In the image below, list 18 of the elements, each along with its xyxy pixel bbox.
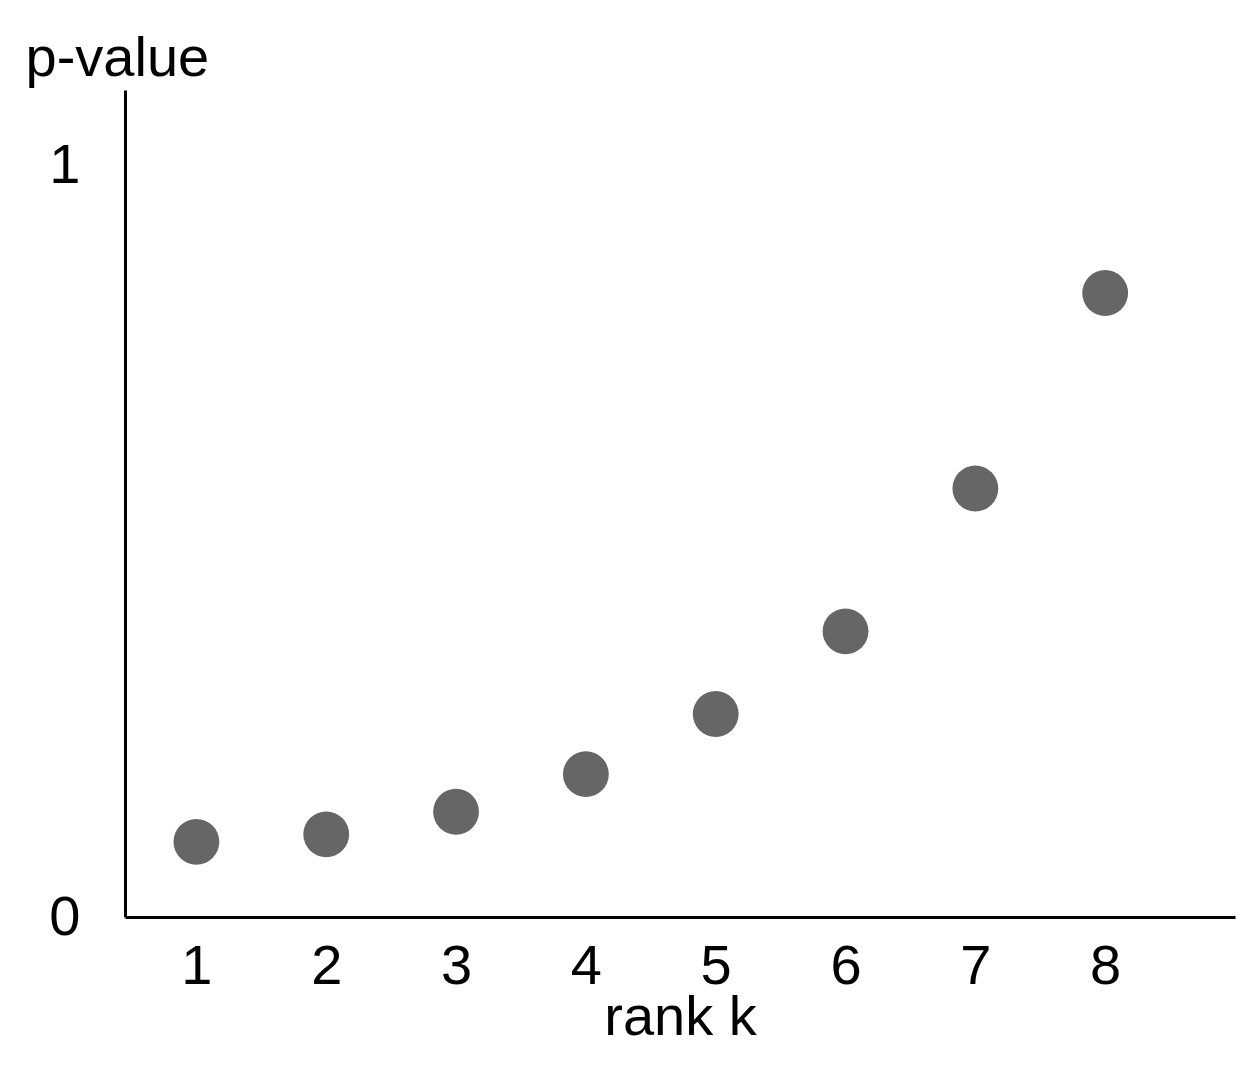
x-tick-label: 6 [830,932,862,996]
point [303,811,350,858]
point [822,608,869,655]
x-tick-label: 3 [440,932,473,996]
x-tick-label: 4 [570,932,602,996]
x-tick-label: 5 [700,932,732,996]
point [952,465,999,512]
point [433,788,479,835]
y-axis-title: p-value [25,24,210,88]
y-tick-label: 0 [49,883,81,947]
point [1082,270,1129,316]
point [173,818,220,865]
point [562,751,609,798]
x-tick-label: 2 [311,932,343,996]
x-tick-label: 8 [1090,932,1122,996]
point [692,691,739,737]
x-tick-label: 1 [181,932,213,996]
x-tick-label: 7 [960,932,992,996]
